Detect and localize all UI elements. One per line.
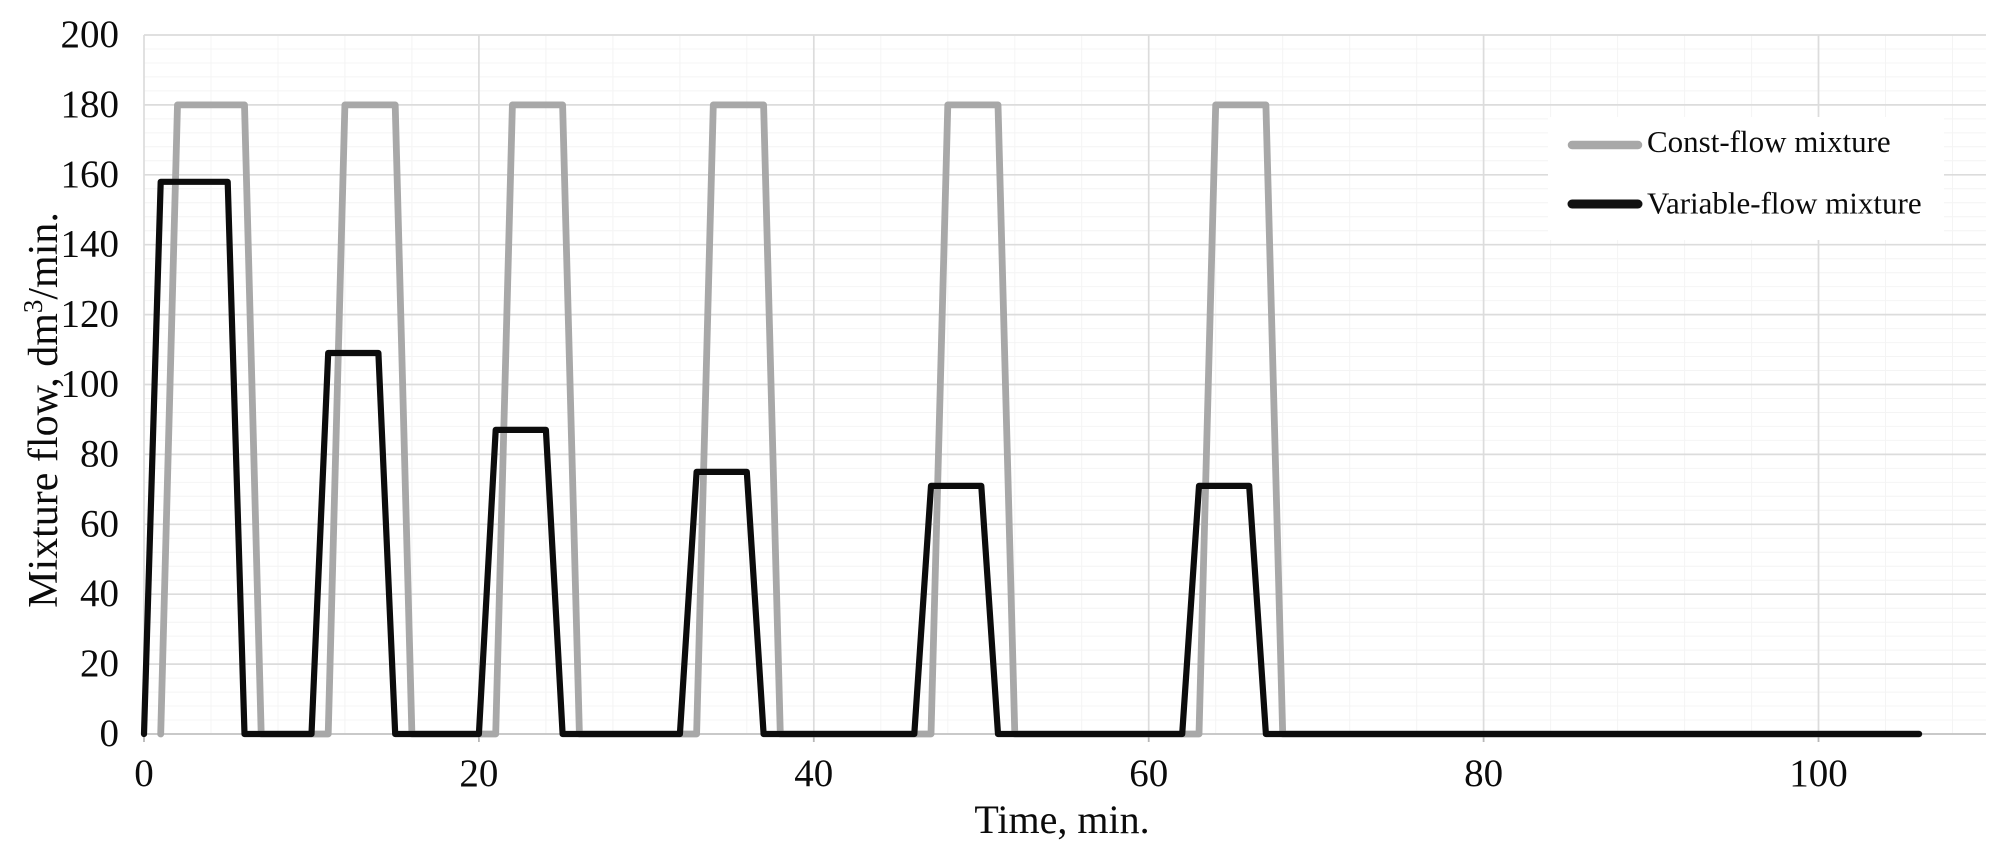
svg-text:Variable-flow mixture: Variable-flow mixture	[1647, 186, 1922, 221]
svg-text:40: 40	[794, 752, 833, 795]
svg-text:200: 200	[61, 13, 120, 56]
svg-text:120: 120	[61, 293, 120, 336]
svg-text:60: 60	[80, 502, 119, 545]
svg-text:20: 20	[459, 752, 498, 795]
svg-text:160: 160	[61, 153, 120, 196]
svg-text:Const-flow mixture: Const-flow mixture	[1647, 124, 1891, 159]
svg-text:80: 80	[1464, 752, 1503, 795]
svg-text:Time, min.: Time, min.	[974, 797, 1149, 842]
svg-text:100: 100	[1789, 752, 1848, 795]
svg-text:Mixture flow, dm3/min.: Mixture flow, dm3/min.	[18, 212, 67, 608]
svg-text:0: 0	[134, 752, 154, 795]
svg-text:100: 100	[61, 363, 120, 406]
svg-text:60: 60	[1129, 752, 1168, 795]
svg-text:140: 140	[61, 223, 120, 266]
svg-text:80: 80	[80, 432, 119, 475]
svg-text:20: 20	[80, 642, 119, 685]
svg-text:180: 180	[61, 83, 120, 126]
svg-text:0: 0	[100, 712, 120, 755]
svg-text:40: 40	[80, 572, 119, 615]
